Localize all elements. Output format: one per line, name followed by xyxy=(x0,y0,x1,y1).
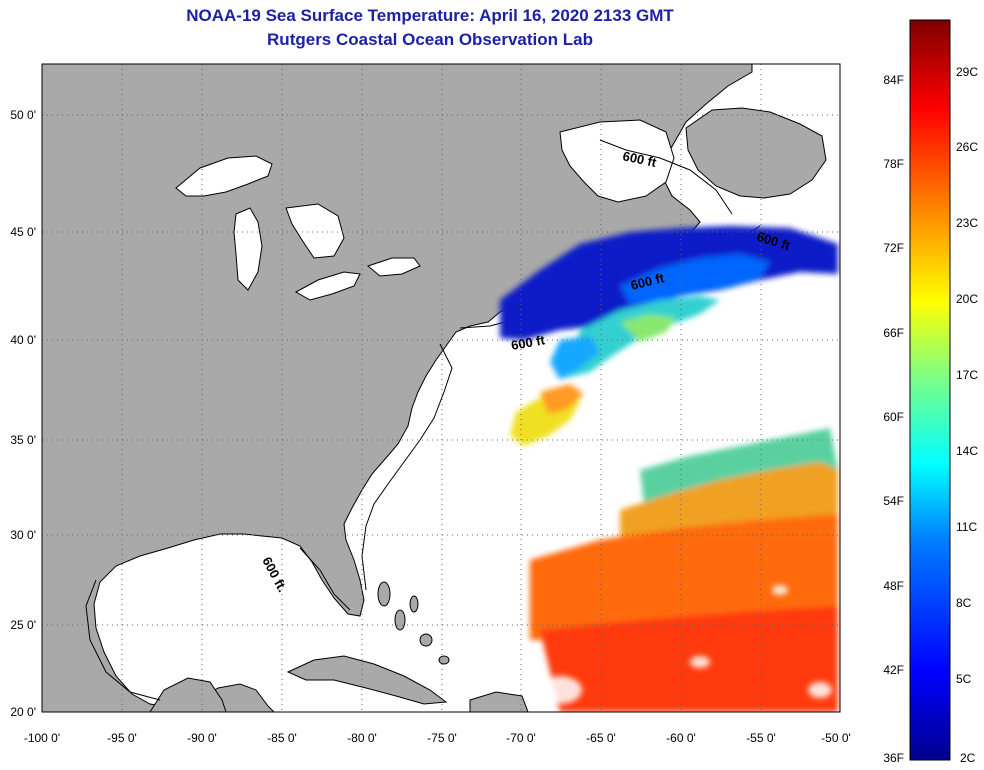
colorbar-c-label: 23C xyxy=(956,216,978,230)
gulf-st-lawrence xyxy=(559,119,675,203)
lat-label: 25 0' xyxy=(10,618,36,632)
lon-label: -100 0' xyxy=(24,731,60,745)
lon-label: -70 0' xyxy=(506,731,536,745)
lon-label: -65 0' xyxy=(586,731,616,745)
lon-label: -90 0' xyxy=(187,731,217,745)
depth-label: 600 ft xyxy=(510,332,547,353)
land-hispaniola xyxy=(469,691,529,712)
lat-label: 35 0' xyxy=(10,433,36,447)
colorbar-f-label: 84F xyxy=(883,73,904,87)
lat-label: 45 0' xyxy=(10,225,36,239)
colorbar-c-label: 14C xyxy=(956,444,978,458)
colorbar-f-label: 42F xyxy=(883,663,904,677)
sst-data-layer xyxy=(500,226,838,712)
colorbar-c-label: 2C xyxy=(960,751,976,765)
sst-cloud-gaps xyxy=(538,585,832,704)
land-yucatan xyxy=(149,677,227,712)
colorbar-f-label: 54F xyxy=(883,494,904,508)
lat-label: 20 0' xyxy=(10,705,36,719)
lon-label: -80 0' xyxy=(347,731,377,745)
lat-label: 50 0' xyxy=(10,108,36,122)
lon-label: -85 0' xyxy=(267,731,297,745)
lake-superior xyxy=(175,155,273,197)
lon-label: -50 0' xyxy=(821,731,851,745)
lon-axis: -100 0' -95 0' -90 0' -85 0' -80 0' -75 … xyxy=(24,731,851,745)
depth-contour-600ft xyxy=(85,139,761,701)
land-cuba xyxy=(286,655,448,705)
depth-label: 600 ft xyxy=(621,148,658,170)
lake-ontario xyxy=(366,257,421,277)
colorbar-c-label: 29C xyxy=(956,65,978,79)
lake-huron xyxy=(285,203,345,259)
land-newfoundland xyxy=(685,107,827,199)
colorbar-c-label: 11C xyxy=(956,520,977,534)
lat-axis: 50 0' 45 0' 40 0' 35 0' 30 0' 25 0' 20 0… xyxy=(10,108,36,719)
lon-label: -55 0' xyxy=(746,731,776,745)
colorbar-c-label: 5C xyxy=(956,672,972,686)
colorbar-c-label: 8C xyxy=(956,596,972,610)
colorbar-gradient xyxy=(909,19,951,761)
map-frame xyxy=(41,63,841,713)
map-title: NOAA-19 Sea Surface Temperature: April 1… xyxy=(186,6,674,25)
colorbar-c-label: 26C xyxy=(956,140,978,154)
map-subtitle: Rutgers Coastal Ocean Observation Lab xyxy=(267,30,593,49)
lon-label: -60 0' xyxy=(666,731,696,745)
lon-label: -75 0' xyxy=(427,731,457,745)
colorbar-f-label: 78F xyxy=(883,157,904,171)
lake-michigan xyxy=(233,207,263,291)
lon-label: -95 0' xyxy=(107,731,137,745)
land-bahamas xyxy=(377,581,450,665)
lat-label: 30 0' xyxy=(10,528,36,542)
lake-erie xyxy=(294,271,361,301)
colorbar-f-label: 60F xyxy=(883,410,904,424)
graticule xyxy=(42,64,840,712)
colorbar-c-label: 20C xyxy=(956,292,978,306)
colorbar: 84F 78F 72F 66F 60F 54F 48F 42F 36F 29C … xyxy=(883,19,978,765)
colorbar-f-label: 72F xyxy=(883,241,904,255)
colorbar-f-label: 48F xyxy=(883,579,904,593)
colorbar-c-label: 17C xyxy=(956,368,978,382)
colorbar-f-label: 66F xyxy=(883,326,904,340)
colorbar-f-label: 36F xyxy=(883,751,904,765)
lat-label: 40 0' xyxy=(10,333,36,347)
